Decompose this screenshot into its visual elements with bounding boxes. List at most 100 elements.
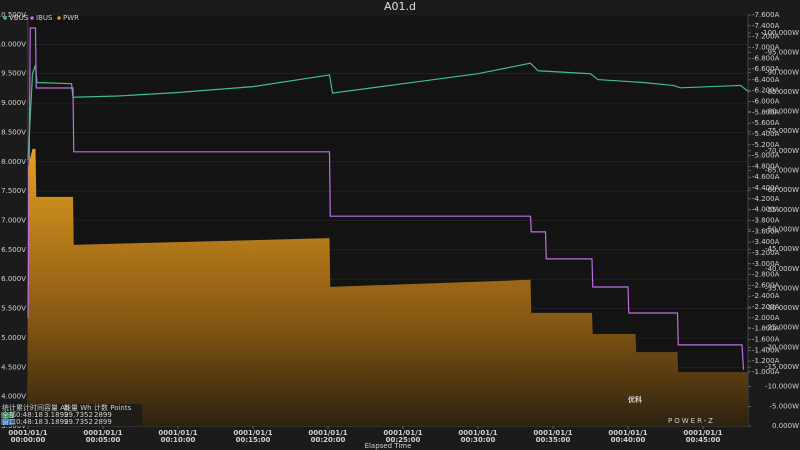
y2-tick-label: -7.600A — [752, 11, 780, 19]
y3-tick-label: -85.000W — [765, 88, 799, 96]
x-tick-label: 0001/01/1 — [458, 429, 497, 437]
y3-tick-label: -30.000W — [765, 304, 799, 312]
table-bg — [0, 404, 142, 426]
x-tick-label: 00:35:00 — [536, 436, 571, 444]
x-tick-label: 00:40:00 — [611, 436, 646, 444]
watermark-logo: 优科 — [628, 395, 642, 404]
legend-swatch — [30, 16, 34, 20]
y-tick-label: 10.500V — [0, 11, 26, 19]
x-tick-label: 00:20:00 — [311, 436, 346, 444]
y-tick-label: 7.500V — [1, 187, 26, 195]
watermark-brand: POWER-Z — [668, 417, 715, 425]
table-header: 统计 — [2, 403, 16, 412]
y2-tick-label: -3.000A — [752, 260, 780, 268]
y3-tick-label: -45.000W — [765, 245, 799, 253]
y2-tick-label: -3.600A — [752, 227, 780, 235]
y3-tick-label: -75.000W — [765, 127, 799, 135]
y3-tick-label: -5.000W — [770, 402, 800, 410]
table-cell: 3.1899 — [44, 418, 69, 426]
y3-tick-label: -55.000W — [765, 206, 799, 214]
x-tick-label: 0001/01/1 — [608, 429, 647, 437]
y-tick-label: 8.500V — [1, 128, 26, 136]
y3-tick-label: -70.000W — [765, 147, 799, 155]
x-tick-label: 00:10:00 — [161, 436, 196, 444]
x-tick-label: 00:05:00 — [86, 436, 121, 444]
y2-tick-label: -3.800A — [752, 217, 780, 225]
y2-tick-label: -2.000A — [752, 314, 780, 322]
y2-tick-label: -3.400A — [752, 238, 780, 246]
x-tick-label: 0001/01/1 — [683, 429, 722, 437]
x-tick-label: 0001/01/1 — [158, 429, 197, 437]
y2-tick-label: -1.000A — [752, 368, 780, 376]
x-axis-label: Elapsed Time — [365, 442, 412, 450]
y3-tick-label: -60.000W — [765, 186, 799, 194]
y2-tick-label: -4.400A — [752, 184, 780, 192]
table-cell: 2899 — [94, 411, 112, 419]
x-tick-label: 0001/01/1 — [233, 429, 272, 437]
x-tick-label: 0001/01/1 — [308, 429, 347, 437]
y2-tick-label: -5.800A — [752, 108, 780, 116]
y-tick-label: 7.000V — [1, 217, 26, 225]
y-tick-label: 5.000V — [1, 334, 26, 342]
legend-label: VBUS — [9, 14, 29, 22]
table-cell: 0:48:18 — [16, 411, 43, 419]
y-tick-label: 6.000V — [1, 275, 26, 283]
y2-tick-label: -5.600A — [752, 119, 780, 127]
table-cell: 窗口 — [2, 417, 16, 426]
y2-tick-label: -2.600A — [752, 281, 780, 289]
table-cell: 3.1899 — [44, 411, 69, 419]
table-header: 计数 Points — [94, 403, 132, 412]
y2-tick-label: -3.200A — [752, 249, 780, 257]
y3-tick-label: -20.000W — [765, 343, 799, 351]
y2-tick-label: -4.600A — [752, 173, 780, 181]
y2-tick-label: -6.200A — [752, 87, 780, 95]
y-tick-label: 9.000V — [1, 99, 26, 107]
y2-tick-label: -5.200A — [752, 141, 780, 149]
y3-tick-label: 0.000W — [772, 422, 799, 430]
table-cell: 0:48:18 — [16, 418, 43, 426]
table-cell: 29.7352 — [64, 418, 93, 426]
y-tick-label: 4.500V — [1, 363, 26, 371]
y2-tick-label: -7.200A — [752, 33, 780, 41]
legend-swatch — [3, 16, 7, 20]
y3-tick-label: -90.000W — [765, 68, 799, 76]
y2-tick-label: -4.000A — [752, 206, 780, 214]
y2-tick-label: -4.800A — [752, 162, 780, 170]
y3-tick-label: -65.000W — [765, 167, 799, 175]
y2-tick-label: -1.800A — [752, 325, 780, 333]
y-tick-label: 5.500V — [1, 305, 26, 313]
area — [28, 148, 748, 426]
x-tick-label: 0001/01/1 — [8, 429, 47, 437]
y2-tick-label: -1.400A — [752, 346, 780, 354]
y2-tick-label: -2.400A — [752, 292, 780, 300]
y-tick-label: 6.500V — [1, 246, 26, 254]
table-header: 累计时间 — [16, 403, 44, 412]
row-label-bg — [1, 412, 14, 418]
y2-tick-label: -7.000A — [752, 43, 780, 51]
y2-tick-label: -6.000A — [752, 98, 780, 106]
chart-title: A01.d — [384, 0, 416, 13]
line — [27, 62, 749, 161]
y2-tick-label: -2.200A — [752, 303, 780, 311]
y2-tick-label: -6.600A — [752, 65, 780, 73]
y2-tick-label: -1.600A — [752, 335, 780, 343]
x-tick-label: 0001/01/1 — [383, 429, 422, 437]
y-tick-label: 4.000V — [1, 393, 26, 401]
x-tick-label: 00:30:00 — [461, 436, 496, 444]
x-tick-label: 00:25:00 — [386, 436, 421, 444]
legend-label: IBUS — [36, 14, 53, 22]
y3-tick-label: -15.000W — [765, 363, 799, 371]
table-header: 容量 Ah — [44, 403, 69, 412]
y3-tick-label: -95.000W — [765, 49, 799, 57]
y2-tick-label: -1.200A — [752, 357, 780, 365]
table-cell: 2899 — [94, 418, 112, 426]
x-tick-label: 00:45:00 — [686, 436, 721, 444]
y-tick-label: 8.000V — [1, 158, 26, 166]
y3-tick-label: -10.000W — [765, 383, 799, 391]
y2-tick-label: -5.000A — [752, 152, 780, 160]
legend-label: PWR — [63, 14, 79, 22]
y-tick-label: 9.500V — [1, 70, 26, 78]
line — [27, 27, 745, 370]
y3-tick-label: -40.000W — [765, 265, 799, 273]
